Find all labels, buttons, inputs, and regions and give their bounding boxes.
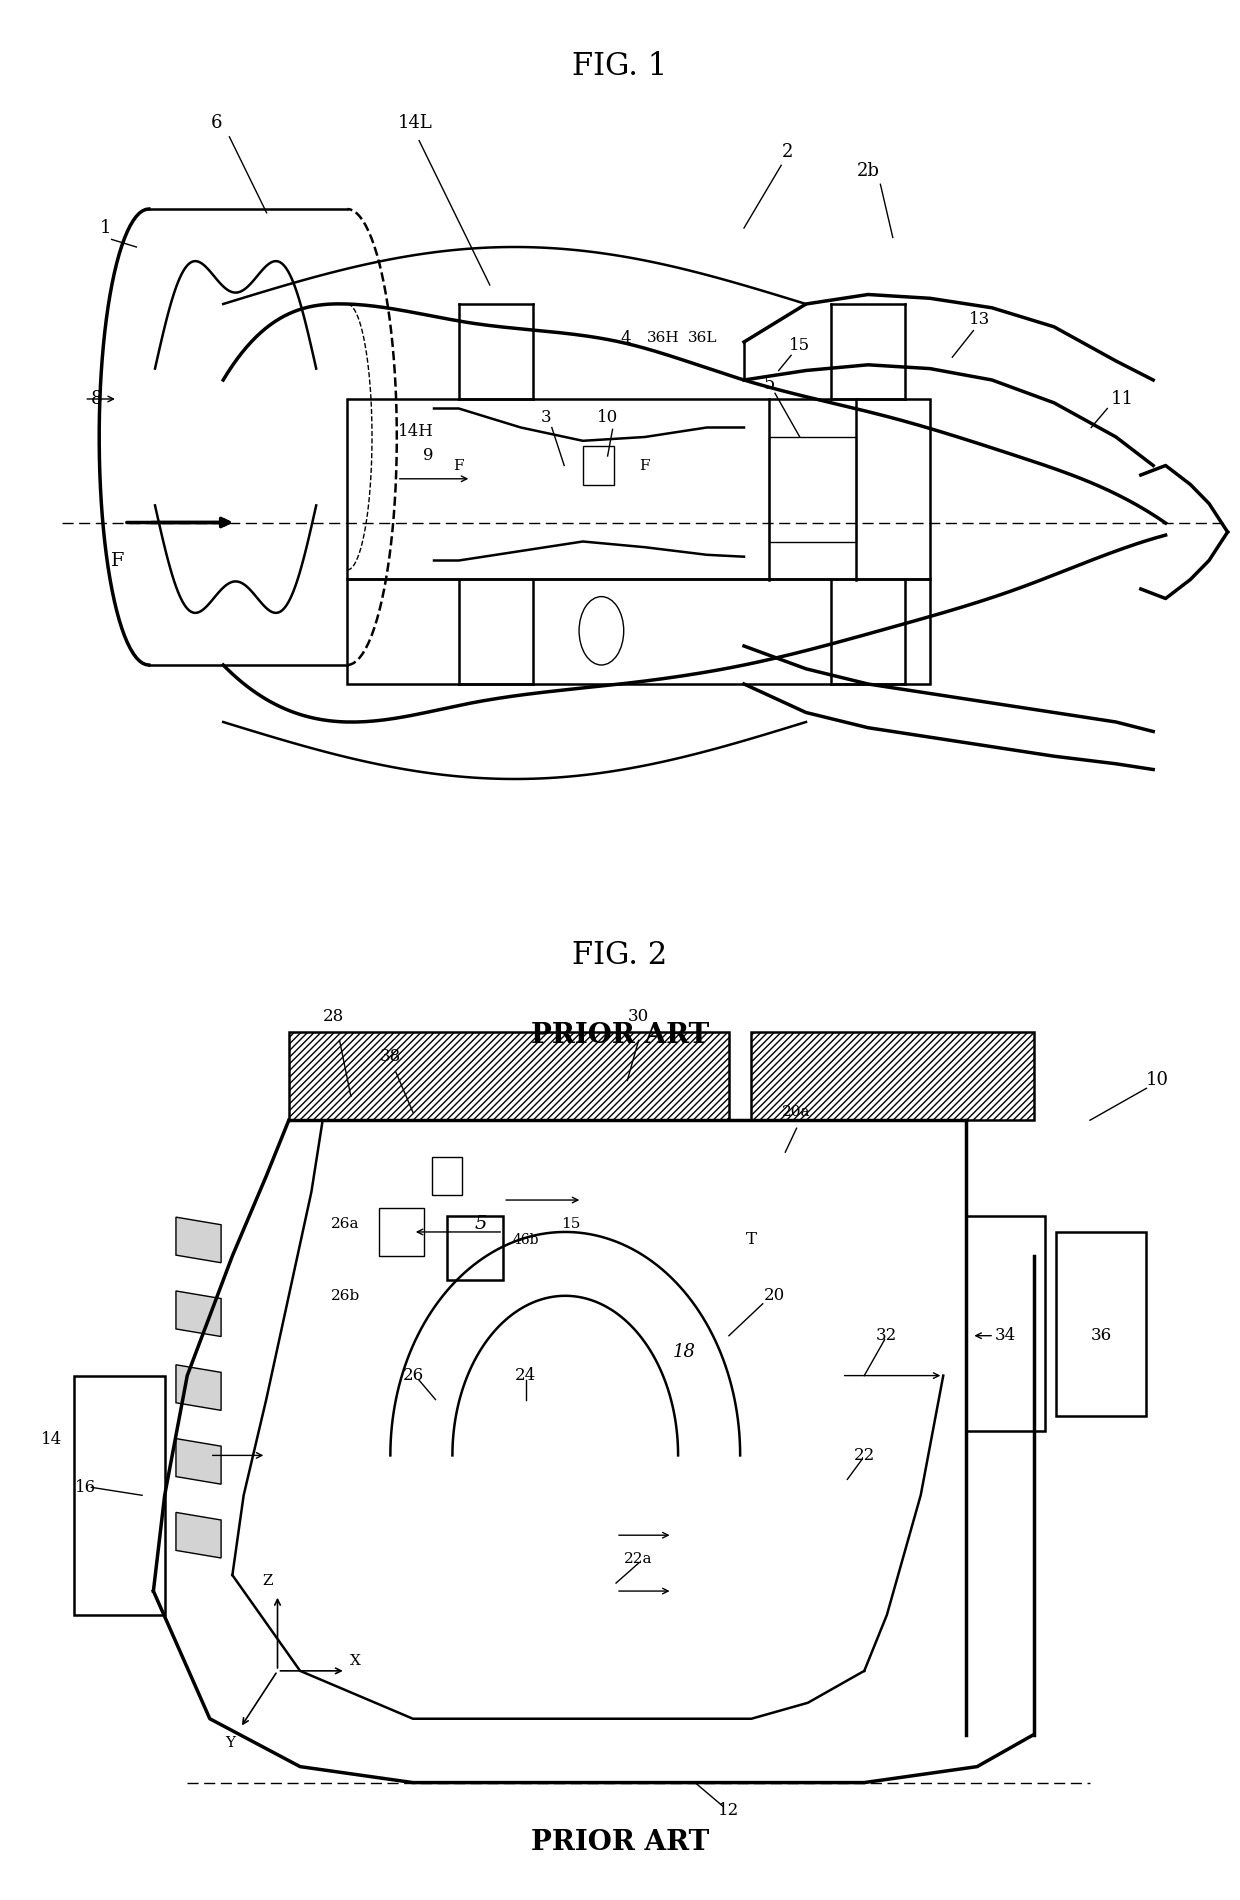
Text: 14H: 14H: [398, 424, 433, 439]
Text: 36: 36: [1091, 1328, 1112, 1343]
Text: 3: 3: [541, 410, 551, 426]
Text: 22: 22: [853, 1448, 875, 1463]
Bar: [347, 580, 930, 684]
Text: FIG. 2: FIG. 2: [573, 940, 667, 971]
Bar: [347, 399, 930, 580]
Text: 22a: 22a: [625, 1552, 652, 1566]
Text: 14L: 14L: [398, 114, 433, 133]
Text: FIG. 1: FIG. 1: [573, 51, 667, 82]
Text: F: F: [112, 551, 124, 570]
Text: PRIOR ART: PRIOR ART: [531, 1830, 709, 1856]
Text: 32: 32: [877, 1328, 898, 1343]
Text: 12: 12: [718, 1801, 739, 1818]
Bar: [432, 1157, 461, 1195]
Text: 20: 20: [764, 1288, 785, 1303]
Text: 38: 38: [379, 1049, 401, 1064]
Text: 36H: 36H: [647, 331, 680, 346]
Text: 1: 1: [99, 218, 112, 238]
Text: 26: 26: [402, 1368, 424, 1383]
Text: 20a: 20a: [782, 1106, 811, 1119]
Text: PRIOR ART: PRIOR ART: [531, 1022, 709, 1049]
Text: 2: 2: [781, 142, 794, 162]
Polygon shape: [176, 1218, 221, 1264]
Text: 8: 8: [91, 390, 103, 408]
Text: F: F: [640, 458, 650, 473]
Text: T: T: [746, 1231, 756, 1248]
Text: Y: Y: [226, 1737, 236, 1750]
Text: 10: 10: [596, 410, 619, 426]
Bar: [289, 1032, 729, 1121]
Text: 15: 15: [562, 1218, 580, 1231]
Bar: [966, 1216, 1045, 1431]
Text: 18: 18: [672, 1343, 696, 1360]
Bar: [74, 1376, 165, 1615]
Bar: [446, 1216, 503, 1281]
Text: X: X: [350, 1655, 361, 1668]
Text: 30: 30: [627, 1009, 650, 1024]
Text: F: F: [454, 458, 464, 473]
Text: 36L: 36L: [688, 331, 718, 346]
Text: 5: 5: [763, 374, 775, 393]
Text: 9: 9: [423, 448, 433, 464]
Text: 34: 34: [994, 1328, 1016, 1343]
Text: 13: 13: [968, 312, 991, 327]
Bar: [1056, 1231, 1146, 1416]
Text: 24: 24: [515, 1368, 537, 1383]
Text: 5: 5: [475, 1214, 487, 1233]
Bar: [769, 437, 856, 541]
Bar: [379, 1208, 424, 1256]
Text: 28: 28: [324, 1009, 345, 1024]
Text: 16: 16: [76, 1478, 97, 1495]
Text: Z: Z: [263, 1575, 273, 1588]
Text: 15: 15: [789, 338, 811, 353]
Polygon shape: [176, 1364, 221, 1410]
Text: 14: 14: [41, 1431, 62, 1448]
Text: 6: 6: [211, 114, 223, 133]
Polygon shape: [176, 1290, 221, 1336]
Text: 46b: 46b: [512, 1233, 539, 1246]
Text: 2b: 2b: [857, 162, 879, 180]
Text: 26b: 26b: [331, 1288, 360, 1303]
Text: 4: 4: [621, 331, 631, 346]
Text: 10: 10: [1146, 1072, 1169, 1089]
Polygon shape: [176, 1512, 221, 1558]
Text: 26a: 26a: [331, 1218, 360, 1231]
Bar: [583, 446, 614, 485]
Polygon shape: [176, 1438, 221, 1484]
Text: 11: 11: [1111, 390, 1133, 408]
Bar: [751, 1032, 1034, 1121]
